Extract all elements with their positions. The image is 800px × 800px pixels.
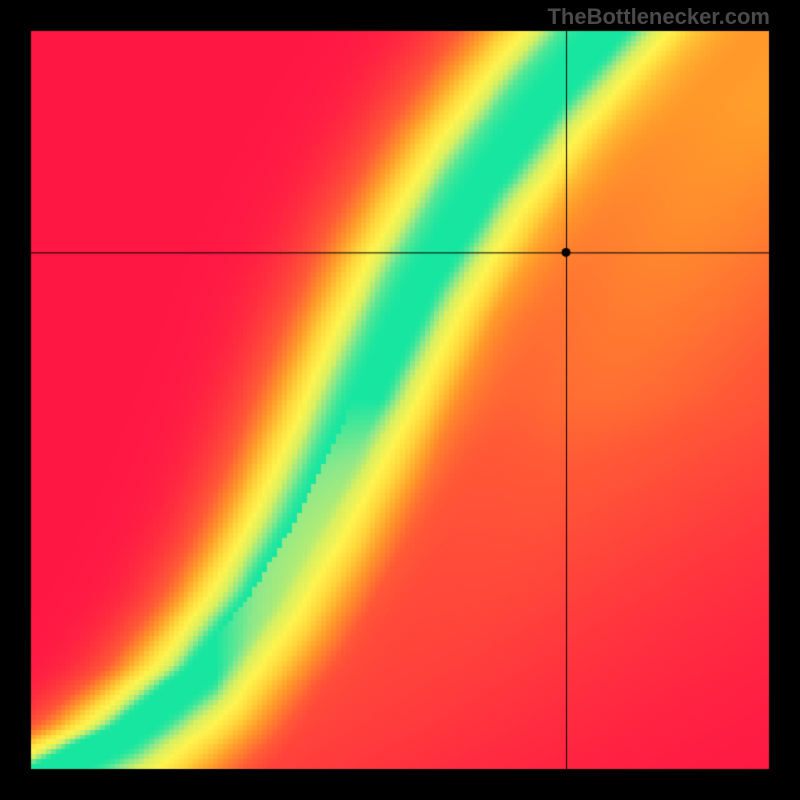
heatmap-canvas xyxy=(0,0,800,800)
watermark-text: TheBottlenecker.com xyxy=(547,4,770,30)
chart-container: TheBottlenecker.com xyxy=(0,0,800,800)
